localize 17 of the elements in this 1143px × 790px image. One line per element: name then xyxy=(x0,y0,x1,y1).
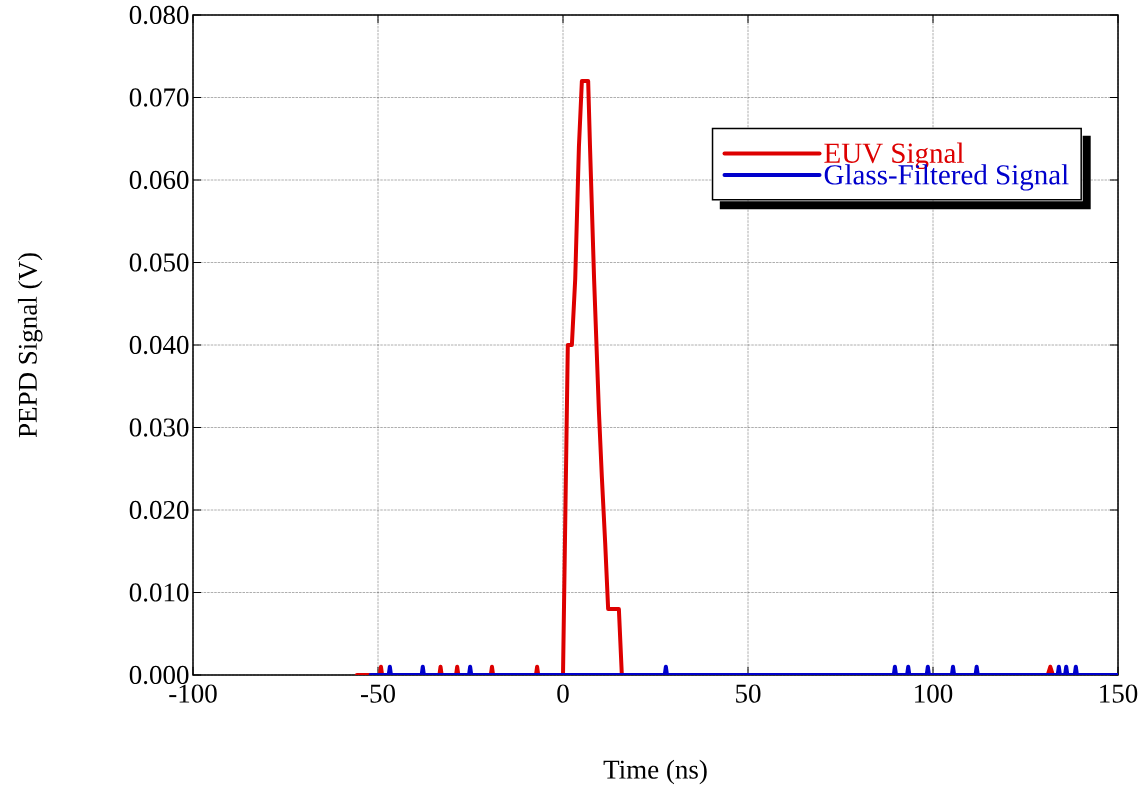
y-tick-label: 0.050 xyxy=(129,253,189,272)
y-tick-label: 0.000 xyxy=(129,665,189,685)
x-tick-label: 150 xyxy=(1100,684,1138,703)
y-axis-title: PEPD Signal (V) xyxy=(17,253,43,438)
x-tick-label: -100 xyxy=(169,684,217,703)
y-tick-label: 0.060 xyxy=(129,170,189,190)
y-tick-label: 0.010 xyxy=(129,583,189,602)
x-tick-label: 0 xyxy=(557,684,569,703)
y-tick-label: 0.020 xyxy=(129,500,189,520)
y-tick-label: 0.040 xyxy=(129,335,189,355)
x-tick-label: 50 xyxy=(736,684,761,703)
x-tick-label: 100 xyxy=(915,684,953,703)
y-tick-label: 0.030 xyxy=(129,418,189,437)
x-tick-label: -50 xyxy=(361,684,395,703)
y-tick-label: 0.080 xyxy=(129,5,189,25)
y-tick-label: 0.070 xyxy=(129,88,189,107)
x-axis-title: Time (ns) xyxy=(603,759,707,785)
